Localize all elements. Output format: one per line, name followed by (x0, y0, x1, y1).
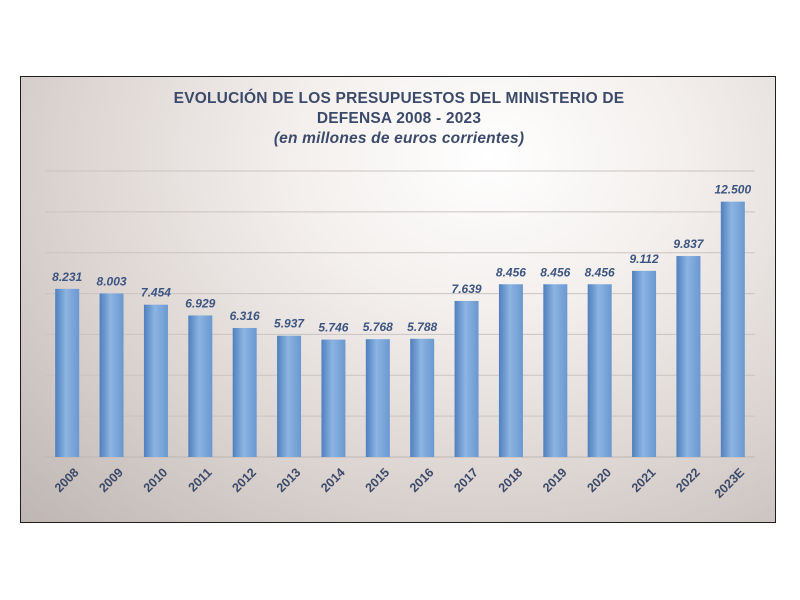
bar-2008 (55, 288, 80, 457)
bars (55, 201, 745, 457)
data-label-2017: 7.639 (452, 282, 482, 296)
data-label-2023E: 12.500 (714, 183, 751, 197)
x-tick-label-2012: 2012 (229, 465, 259, 495)
data-label-2022: 9.837 (673, 237, 704, 251)
data-label-2014: 5.746 (318, 321, 348, 335)
bar-2023E (720, 201, 745, 457)
x-tick-label-2017: 2017 (451, 465, 481, 495)
bar-2022 (676, 256, 701, 457)
x-tick-label-2011: 2011 (186, 465, 215, 494)
bar-2017 (454, 300, 479, 457)
x-tick-label-2010: 2010 (141, 465, 171, 495)
chart-subtitle: (en millones de euros corrientes) (273, 130, 525, 147)
bar-2014 (321, 339, 346, 457)
data-label-2019: 8.456 (540, 265, 570, 279)
x-tick-label-2016: 2016 (407, 465, 437, 495)
data-label-2015: 5.768 (363, 320, 393, 334)
data-label-2018: 8.456 (496, 265, 526, 279)
data-label-2016: 5.788 (407, 320, 437, 334)
bar-2021 (632, 270, 657, 457)
data-label-2020: 8.456 (585, 265, 615, 279)
data-label-2013: 5.937 (274, 317, 305, 331)
chart-title-line-2: DEFENSA 2008 - 2023 (316, 110, 482, 127)
bar-chart: 8.231 8.003 7.454 6.929 6.316 5.937 5.746 5.768… (45, 170, 755, 501)
data-label-2008: 8.231 (52, 270, 82, 284)
x-tick-label-2018: 2018 (496, 465, 526, 495)
bar-2012 (232, 327, 257, 457)
x-tick-label-2019: 2019 (540, 465, 570, 495)
x-tick-label-2021: 2021 (629, 465, 659, 495)
data-labels: 8.231 8.003 7.454 6.929 6.316 5.937 5.746 5.768… (52, 183, 751, 335)
bar-2018 (498, 284, 523, 457)
bar-2013 (277, 335, 302, 457)
data-label-2010: 7.454 (141, 286, 171, 300)
bar-2019 (543, 284, 568, 457)
bar-2009 (99, 293, 124, 457)
x-tick-label-2015: 2015 (363, 465, 393, 495)
data-label-2009: 8.003 (97, 275, 127, 289)
bar-2011 (188, 315, 213, 457)
data-label-2021: 9.112 (629, 252, 658, 266)
chart-title-line-1: EVOLUCIÓN DE LOS PRESUPUESTOS DEL MINIST… (173, 90, 625, 107)
x-tick-label-2022: 2022 (673, 465, 703, 495)
bar-2016 (410, 338, 435, 457)
data-label-2012: 6.316 (230, 309, 260, 323)
x-tick-label-2023E: 2023E (712, 465, 747, 500)
chart-frame: EVOLUCIÓN DE LOS PRESUPUESTOS DEL MINIST… (20, 76, 776, 523)
x-tick-label-2013: 2013 (274, 465, 304, 495)
x-tick-label-2014: 2014 (318, 465, 348, 495)
x-tick-label-2009: 2009 (96, 465, 126, 495)
x-tick-label-2008: 2008 (52, 465, 82, 495)
data-label-2011: 6.929 (185, 296, 215, 310)
x-tick-labels: 2008 2009 2010 2011 2012 2013 2014 2015 2016 2017… (52, 465, 747, 500)
bar-2015 (365, 339, 390, 457)
bar-2010 (143, 304, 168, 457)
x-tick-label-2020: 2020 (584, 465, 614, 495)
bar-2020 (587, 284, 612, 457)
